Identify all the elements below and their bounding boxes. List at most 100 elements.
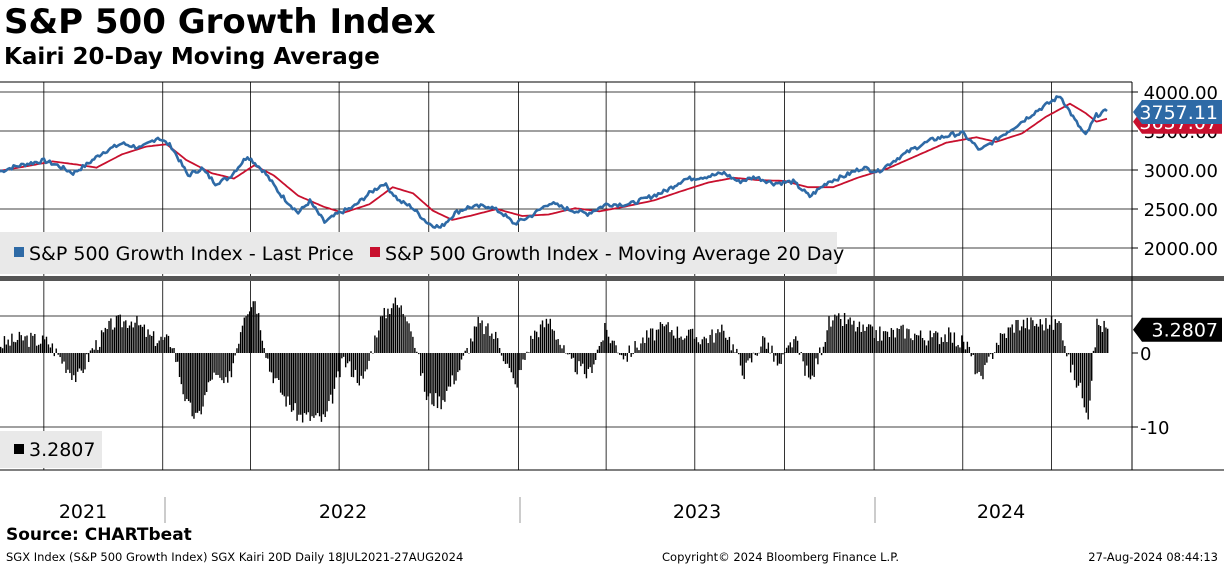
- kairi-bar: [16, 339, 19, 353]
- series-line-last-price: [0, 95, 1108, 229]
- kairi-bar: [423, 353, 426, 392]
- kairi-bar: [962, 341, 965, 353]
- kairi-bar: [279, 353, 282, 393]
- kairi-bar: [663, 326, 666, 353]
- kairi-bar: [11, 333, 13, 353]
- kairi-bar: [473, 326, 476, 353]
- source-label: Source: CHARTbeat: [6, 525, 192, 545]
- kairi-bar: [758, 352, 760, 354]
- kairi-bar: [741, 353, 744, 376]
- kairi-bar: [959, 347, 961, 353]
- kairi-bar: [919, 330, 922, 353]
- kairi-bar: [567, 353, 569, 355]
- kairi-bar: [1050, 316, 1053, 353]
- kairi-bar: [1019, 330, 1021, 353]
- kairi-bar: [326, 353, 328, 412]
- kairi-bar: [296, 353, 298, 421]
- kairi-bar: [644, 342, 646, 353]
- kairi-bar: [475, 326, 478, 353]
- kairi-bar: [778, 353, 781, 364]
- kairi-bar: [368, 353, 370, 361]
- kairi-bar: [143, 324, 146, 353]
- kairi-bar: [843, 312, 846, 353]
- kairi-bar: [984, 353, 986, 366]
- kairi-bar: [187, 353, 190, 402]
- kairi-bar: [446, 353, 448, 391]
- kairi-bar: [324, 353, 326, 418]
- kairi-bar: [491, 333, 493, 353]
- kairi-bar: [1068, 353, 1070, 355]
- kairi-bar: [719, 332, 721, 353]
- kairi-bar: [563, 345, 565, 353]
- kairi-bar: [730, 350, 732, 353]
- kairi-bar: [541, 320, 544, 353]
- kairi-bar: [782, 353, 784, 355]
- kairi-bar: [925, 345, 928, 353]
- kairi-bar: [749, 353, 751, 359]
- kairi-bar: [927, 340, 930, 353]
- kairi-bar: [301, 353, 304, 423]
- kairi-bar: [1056, 322, 1058, 353]
- kairi-bar: [809, 353, 812, 380]
- kairi-bar: [379, 316, 382, 353]
- kairi-bar: [689, 329, 692, 353]
- kairi-bar: [300, 353, 302, 415]
- kairi-bar: [239, 332, 242, 353]
- kairi-bar: [348, 353, 351, 362]
- kairi-bar: [354, 353, 357, 370]
- kairi-bar: [780, 353, 782, 365]
- kairi-bar: [337, 353, 339, 372]
- kairi-bar: [916, 334, 918, 353]
- kairi-bar: [32, 335, 34, 353]
- kairi-bar: [619, 353, 621, 355]
- kairi-bar: [570, 353, 573, 359]
- kairi-bar: [257, 313, 260, 353]
- kairi-bar: [134, 322, 136, 353]
- kairi-bar: [350, 353, 353, 377]
- kairi-bar: [318, 353, 321, 417]
- kairi-bar: [495, 331, 497, 353]
- kairi-bar: [923, 340, 926, 353]
- kairi-bar: [268, 353, 271, 372]
- kairi-bar: [951, 342, 954, 353]
- kairi-bar: [593, 353, 595, 365]
- kairi-bar: [479, 323, 481, 353]
- last-price-value-label: 3757.11: [1139, 102, 1218, 124]
- kairi-bar: [221, 353, 223, 381]
- kairi-bar: [1083, 353, 1086, 408]
- kairi-bar: [929, 330, 931, 353]
- kairi-bar: [0, 346, 2, 353]
- kairi-bar: [1094, 347, 1096, 353]
- kairi-bar: [41, 335, 44, 353]
- kairi-bar: [657, 329, 660, 353]
- price-lines: [0, 95, 1108, 229]
- kairi-bar: [498, 348, 501, 353]
- kairi-bar: [867, 324, 870, 353]
- kairi-bar: [728, 336, 731, 353]
- kairi-bar: [289, 353, 291, 405]
- kairi-bar: [630, 353, 632, 357]
- kairi-value-label-tag: [1133, 317, 1222, 342]
- kairi-bar: [76, 353, 79, 372]
- kairi-bar: [178, 353, 181, 378]
- kairi-bar: [855, 331, 857, 353]
- kairi-bar: [460, 353, 463, 360]
- kairi-bar: [514, 353, 516, 385]
- kairi-bar: [1075, 353, 1078, 388]
- kairi-bar: [80, 353, 83, 371]
- kairi-bar: [225, 353, 227, 378]
- kairi-bar: [136, 315, 138, 353]
- kairi-bar: [822, 346, 825, 353]
- kairi-bar: [311, 353, 313, 417]
- kairi-bar: [582, 353, 584, 364]
- kairi-bar: [400, 305, 402, 353]
- kairi-bar: [961, 335, 963, 353]
- kairi-bar: [604, 322, 606, 353]
- kairi-bar: [316, 353, 319, 414]
- kairi-bar: [1037, 326, 1040, 353]
- kairi-bar: [900, 325, 902, 353]
- kairi-bar: [978, 353, 980, 372]
- kairi-bar: [1032, 320, 1034, 353]
- kairi-bar: [851, 324, 853, 353]
- kairi-bar: [69, 353, 71, 374]
